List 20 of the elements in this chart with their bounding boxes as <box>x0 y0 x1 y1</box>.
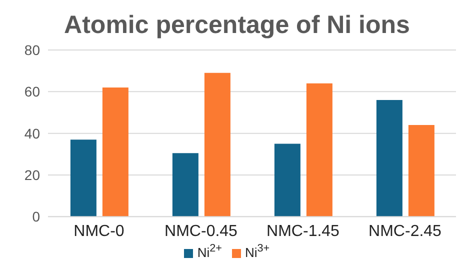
bar <box>172 153 198 217</box>
bar <box>408 125 434 217</box>
x-tick-label: NMC-0.45 <box>164 223 238 240</box>
y-tick-label: 60 <box>24 84 40 100</box>
y-tick-label: 20 <box>24 166 40 183</box>
chart-title: Atomic percentage of Ni ions <box>63 10 411 41</box>
legend-label: Ni$^{2+}$ <box>197 242 222 260</box>
bar <box>306 83 332 217</box>
x-tick-label: NMC-1.45 <box>266 223 340 240</box>
x-tick-label: NMC-0 <box>74 223 124 240</box>
bar <box>102 88 128 217</box>
legend-label: Ni$^{3+}$ <box>245 242 270 260</box>
bar <box>376 100 402 217</box>
y-tick-label: 40 <box>24 125 40 142</box>
x-tick-label: NMC-2.45 <box>368 223 442 240</box>
bar <box>274 144 300 217</box>
y-tick-label: 80 <box>24 42 40 58</box>
y-tick-label: 0 <box>32 208 40 225</box>
bar <box>204 72 230 217</box>
bar <box>70 140 96 217</box>
